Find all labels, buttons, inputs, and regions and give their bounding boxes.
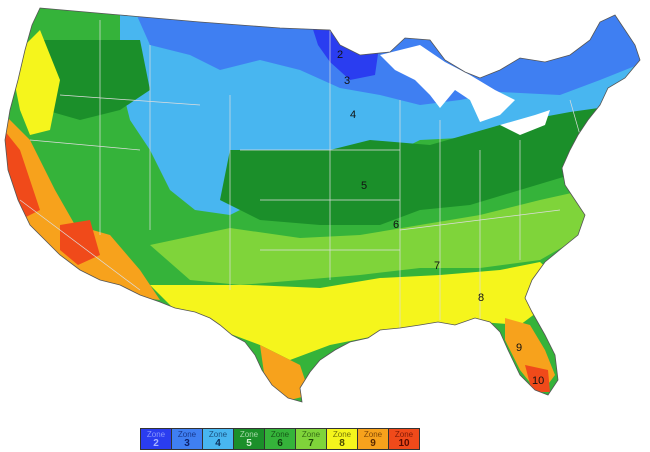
zone-9-south xyxy=(5,110,555,400)
legend-zone-9: Zone 9 xyxy=(357,428,389,450)
legend-number: 2 xyxy=(153,438,159,449)
zone-label-9: 9 xyxy=(516,342,522,354)
legend-number: 7 xyxy=(308,438,314,449)
legend-word: Zone xyxy=(363,430,383,439)
legend-word: Zone xyxy=(301,430,321,439)
legend-word: Zone xyxy=(177,430,197,439)
legend-zone-8: Zone 8 xyxy=(326,428,358,450)
zone-label-3: 3 xyxy=(344,75,350,87)
legend-word: Zone xyxy=(208,430,228,439)
zone-label-7: 7 xyxy=(434,260,440,272)
zone-label-2: 2 xyxy=(337,49,343,61)
legend-number: 8 xyxy=(339,438,345,449)
legend-number: 3 xyxy=(184,438,190,449)
legend-word: Zone xyxy=(146,430,166,439)
legend-word: Zone xyxy=(332,430,352,439)
legend-word: Zone xyxy=(394,430,414,439)
zone-5-west xyxy=(30,40,150,120)
legend-zone-4: Zone 4 xyxy=(202,428,234,450)
zone-7-south xyxy=(150,190,600,285)
legend-zone-7: Zone 7 xyxy=(295,428,327,450)
us-outline xyxy=(4,7,641,403)
zone-label-10: 10 xyxy=(532,375,544,387)
us-map: 2 3 4 5 6 7 8 9 10 xyxy=(4,7,641,403)
legend-number: 10 xyxy=(398,438,410,449)
legend-word: Zone xyxy=(270,430,290,439)
legend-zone-3: Zone 3 xyxy=(171,428,203,450)
legend-number: 4 xyxy=(215,438,221,449)
legend-word: Zone xyxy=(239,430,259,439)
legend-zone-10: Zone 10 xyxy=(388,428,420,450)
legend-number: 9 xyxy=(370,438,376,449)
legend-zone-2: Zone 2 xyxy=(140,428,172,450)
zone-label-8: 8 xyxy=(478,292,484,304)
zone-8-south xyxy=(10,30,560,360)
zone-label-5: 5 xyxy=(361,180,367,192)
great-lakes xyxy=(380,45,550,135)
zone-label-6: 6 xyxy=(393,219,399,231)
legend-zone-5: Zone 5 xyxy=(233,428,265,450)
legend-number: 5 xyxy=(246,438,252,449)
zone-legend: Zone 2 Zone 3 Zone 4 Zone 5 Zone 6 Zone 7 Zone 8 Zone 9… xyxy=(140,428,420,450)
legend-number: 6 xyxy=(277,438,283,449)
zone-label-4: 4 xyxy=(350,109,356,121)
legend-zone-6: Zone 6 xyxy=(264,428,296,450)
